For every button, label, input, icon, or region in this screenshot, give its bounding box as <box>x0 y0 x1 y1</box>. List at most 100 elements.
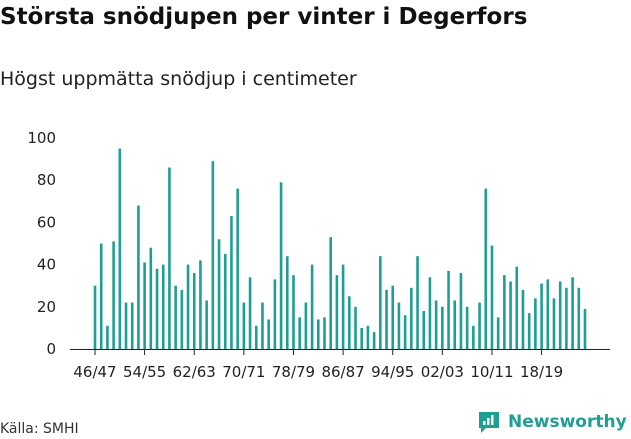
bar <box>434 300 438 349</box>
bar <box>316 319 320 349</box>
y-tick-label: 60 <box>37 213 56 231</box>
bars <box>93 148 587 349</box>
bar <box>180 289 184 349</box>
bar <box>99 243 103 349</box>
bar <box>211 161 215 349</box>
bar <box>335 275 339 349</box>
x-tick-label: 02/03 <box>421 363 464 381</box>
bar <box>130 302 134 349</box>
x-tick-label: 46/47 <box>73 363 116 381</box>
bar <box>360 327 364 349</box>
y-tick-label: 0 <box>46 340 56 358</box>
bar <box>155 268 159 349</box>
bar-chart: 0 20 40 60 80 100 46/47 54/55 62/63 70/71 78/79 86… <box>27 129 610 381</box>
x-tick-label: 54/55 <box>123 363 166 381</box>
bar <box>186 264 190 349</box>
bar <box>484 188 488 349</box>
bar <box>248 277 252 349</box>
x-tick-label: 62/63 <box>173 363 216 381</box>
bar <box>565 287 568 349</box>
bar <box>403 315 407 349</box>
y-tick-label: 40 <box>37 256 56 274</box>
bar <box>106 325 109 349</box>
bar <box>490 245 494 349</box>
bar <box>428 277 432 349</box>
brand-logo[interactable]: Newsworthy <box>476 408 627 436</box>
bar <box>503 275 506 349</box>
bar <box>422 311 426 349</box>
bar <box>397 302 401 349</box>
chart-title: Största snödjupen per vinter i Degerfors <box>0 4 528 30</box>
bar <box>124 302 128 349</box>
bar <box>192 273 196 349</box>
chart-subtitle: Högst uppmätta snödjup i centimeter <box>0 68 357 90</box>
bar <box>441 306 444 349</box>
bar <box>143 262 146 349</box>
bar <box>348 296 351 349</box>
bar <box>416 256 419 349</box>
bar <box>571 277 574 349</box>
bar <box>292 275 295 349</box>
y-tick-label: 80 <box>37 171 56 189</box>
bar <box>472 325 475 349</box>
bar <box>310 264 314 349</box>
bar <box>254 325 258 349</box>
bar <box>205 300 208 349</box>
bar <box>527 313 531 349</box>
bar <box>161 264 165 349</box>
bar <box>546 279 550 349</box>
bar <box>298 317 301 349</box>
source-note: Källa: SMHI <box>0 421 79 437</box>
bar <box>341 264 345 349</box>
bar <box>447 270 450 349</box>
bar <box>168 167 171 349</box>
bar <box>285 256 289 349</box>
bar <box>149 247 153 349</box>
x-tick-label: 86/87 <box>321 363 364 381</box>
newsworthy-logo-icon <box>479 412 499 433</box>
brand-name: Newsworthy <box>508 412 627 432</box>
bar <box>478 302 481 349</box>
bar <box>453 300 457 349</box>
x-tick-label: 10/11 <box>470 363 513 381</box>
bar <box>354 306 357 349</box>
bar <box>379 256 382 349</box>
bar <box>261 302 264 349</box>
bar <box>267 319 270 349</box>
bar <box>509 281 512 349</box>
bar <box>304 302 308 349</box>
x-tick-label: 18/19 <box>520 363 563 381</box>
bar <box>242 302 246 349</box>
bar <box>93 285 97 349</box>
bar <box>521 289 525 349</box>
bar <box>279 182 283 349</box>
bar <box>534 298 537 349</box>
y-axis: 0 20 40 60 80 100 <box>27 129 56 358</box>
bar <box>118 148 122 349</box>
bar <box>496 317 500 349</box>
bar <box>174 285 177 349</box>
bar <box>329 237 332 349</box>
bar <box>137 205 140 349</box>
bar <box>558 281 562 349</box>
y-tick-label: 20 <box>37 298 56 316</box>
bar <box>323 317 326 349</box>
x-tick-label: 70/71 <box>222 363 265 381</box>
bar <box>410 287 413 349</box>
bar <box>583 308 587 349</box>
x-tick-label: 94/95 <box>371 363 414 381</box>
bar <box>459 273 463 349</box>
y-tick-label: 100 <box>27 129 56 147</box>
bar <box>465 306 469 349</box>
bar <box>552 298 556 349</box>
bar <box>515 266 519 349</box>
bar <box>230 216 233 349</box>
bar <box>391 285 395 349</box>
bar <box>540 283 543 349</box>
bar <box>372 332 376 349</box>
bar <box>577 287 581 349</box>
bar <box>273 279 277 349</box>
bar <box>385 289 388 349</box>
bar <box>223 254 227 349</box>
bar <box>366 325 370 349</box>
